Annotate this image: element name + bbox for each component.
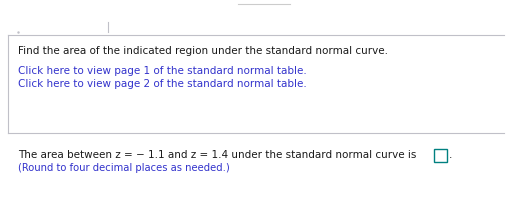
Text: Find the area of the indicated region under the standard normal curve.: Find the area of the indicated region un… <box>18 46 388 56</box>
Bar <box>434 149 447 162</box>
Text: The area between z = − 1.1 and z = 1.4 under the standard normal curve is: The area between z = − 1.1 and z = 1.4 u… <box>18 150 416 160</box>
Text: Click here to view page 2 of the standard normal table.: Click here to view page 2 of the standar… <box>18 79 307 89</box>
Text: Click here to view page 1 of the standard normal table.: Click here to view page 1 of the standar… <box>18 66 307 76</box>
Text: (Round to four decimal places as needed.): (Round to four decimal places as needed.… <box>18 163 230 173</box>
Text: .: . <box>449 150 453 160</box>
